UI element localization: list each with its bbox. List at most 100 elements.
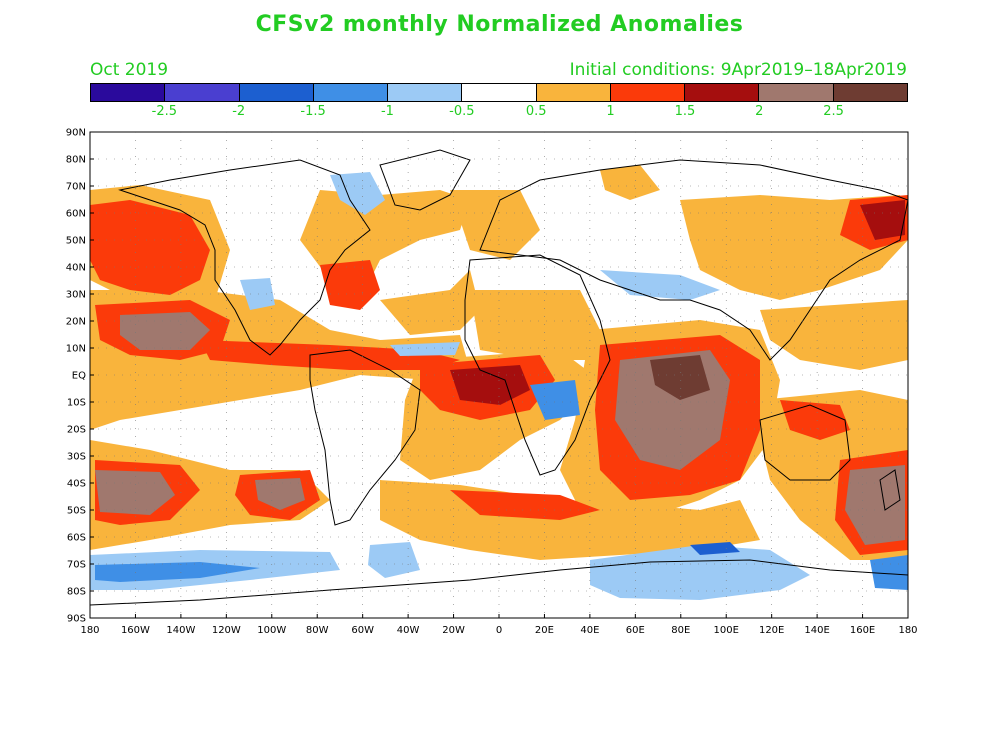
lat-tick-label: 20S — [67, 425, 86, 436]
lat-tick-label: 90N — [66, 128, 86, 139]
lon-tick-label: 20W — [442, 625, 465, 636]
colorbar-swatch — [239, 84, 314, 101]
south-america-outline — [309, 349, 421, 526]
lat-tick-label: 40S — [67, 479, 86, 490]
africa-outline — [464, 254, 611, 476]
anomaly-region — [450, 190, 540, 260]
colorbar-label: -2 — [232, 104, 246, 119]
anomaly-region — [330, 172, 385, 215]
colorbar-swatch — [91, 84, 166, 101]
colorbar-label: 2 — [755, 104, 764, 119]
anomaly-region — [390, 342, 460, 356]
colorbar-label: 2.5 — [823, 104, 844, 119]
colorbar-label: 1 — [606, 104, 615, 119]
anomaly-region — [320, 260, 380, 310]
anomaly-region — [530, 380, 580, 420]
anomaly-region — [470, 290, 600, 360]
gridlines — [90, 132, 908, 618]
lon-tick-label: 40E — [580, 625, 599, 636]
colorbar-swatch — [462, 84, 537, 101]
lat-tick-label: 60N — [66, 209, 86, 220]
colorbar-swatch — [388, 84, 463, 101]
lat-tick-label: 50S — [67, 506, 86, 517]
lat-tick-label: 70S — [67, 560, 86, 571]
anomaly-region — [240, 278, 275, 310]
lat-tick-label: 50N — [66, 236, 86, 247]
australia-outline — [759, 404, 851, 481]
lon-tick-label: 80W — [306, 625, 329, 636]
anomaly-region — [380, 270, 480, 335]
lon-tick-label: 40W — [397, 625, 420, 636]
initial-conditions: Initial conditions: 9Apr2019–18Apr2019 — [569, 60, 907, 80]
colorbar-label: -0.5 — [449, 104, 475, 119]
anomaly-region — [368, 542, 420, 578]
lon-tick-label: 100W — [257, 625, 286, 636]
lon-tick-label: 180 — [80, 625, 99, 636]
antarctica-outline — [90, 559, 908, 606]
lon-tick-label: 140W — [166, 625, 195, 636]
lon-tick-label: 0 — [496, 625, 502, 636]
longitude-axis: 180 160W 140W 120W 100W 80W 60W 40W 20W 0 20E 40E 60… — [80, 614, 918, 636]
lat-tick-label: 90S — [67, 614, 86, 625]
colorbar-label: 0.5 — [525, 104, 547, 119]
lon-tick-label: 140E — [804, 625, 829, 636]
colorbar-swatch — [833, 84, 907, 101]
anomaly-region — [860, 200, 905, 240]
anomaly-region — [200, 340, 460, 370]
colorbar-label: -1.5 — [300, 104, 326, 119]
colorbar-swatch — [313, 84, 389, 101]
anomaly-region — [845, 465, 905, 545]
greenland-outline — [379, 149, 471, 211]
anomaly-region — [255, 478, 305, 510]
lat-tick-label: 20N — [66, 317, 86, 328]
lat-tick-label: 30S — [67, 452, 86, 463]
anomaly-region — [95, 562, 260, 582]
map-title: CFSv2 monthly Normalized Anomalies — [255, 12, 744, 37]
anomaly-region — [650, 355, 710, 400]
lat-tick-label: 60S — [67, 533, 86, 544]
lon-tick-label: 60E — [626, 625, 645, 636]
colorbar-swatch — [610, 84, 686, 101]
colorbar-swatch — [685, 84, 760, 101]
lat-tick-label: 40N — [66, 263, 86, 274]
anomaly-region — [600, 165, 660, 200]
anomaly-region — [590, 545, 810, 600]
lon-tick-label: 120E — [759, 625, 784, 636]
nz-outline — [879, 469, 901, 511]
lat-tick-label: 10N — [66, 344, 86, 355]
lat-tick-label: 80N — [66, 155, 86, 166]
lat-tick-label: 80S — [67, 587, 86, 598]
coastlines — [90, 149, 908, 606]
colorbar — [90, 83, 908, 102]
anomaly-region — [450, 490, 600, 520]
anomaly-region — [690, 542, 740, 555]
lat-tick-label: 30N — [66, 290, 86, 301]
colorbar-label: 1.5 — [674, 104, 696, 119]
lon-tick-label: 180 — [898, 625, 917, 636]
lon-tick-label: 160E — [850, 625, 875, 636]
valid-month: Oct 2019 — [90, 60, 169, 80]
anomaly-region — [760, 300, 908, 370]
colorbar-label: -2.5 — [151, 104, 178, 119]
colorbar-swatch — [759, 84, 834, 101]
north-america-outline — [118, 159, 371, 356]
lon-tick-label: 100E — [714, 625, 739, 636]
anomaly-region — [95, 470, 175, 515]
colorbar-swatch — [536, 84, 611, 101]
latitude-axis: 90N 80N 70N 60N 50N 40N 30N 20N 10N EQ 10S 20S 30S 40… — [66, 128, 94, 625]
lon-tick-label: 60W — [351, 625, 374, 636]
lon-tick-label: 160W — [121, 625, 150, 636]
lon-tick-label: 120W — [212, 625, 241, 636]
lon-tick-label: 20E — [535, 625, 554, 636]
lat-tick-label: 10S — [67, 398, 86, 409]
lat-tick-label: EQ — [72, 371, 86, 382]
colorbar-label: -1 — [380, 104, 394, 119]
eurasia-outline — [479, 159, 908, 361]
colorbar-swatch — [165, 84, 240, 101]
anomaly-region — [600, 270, 720, 300]
anomaly-region — [780, 400, 850, 440]
anomaly-region — [90, 200, 210, 295]
lon-tick-label: 80E — [671, 625, 690, 636]
lat-tick-label: 70N — [66, 182, 86, 193]
